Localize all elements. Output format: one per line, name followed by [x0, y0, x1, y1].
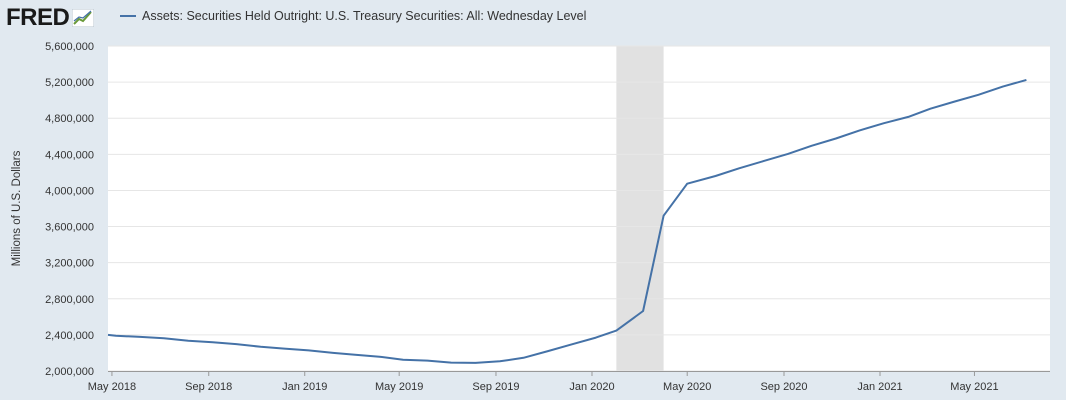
y-tick-label: 2,000,000: [45, 366, 94, 378]
y-tick-label: 3,600,000: [45, 222, 94, 234]
y-tick-label: 2,800,000: [45, 294, 94, 306]
x-tick-label: Sep 2018: [185, 381, 232, 393]
legend-label: Assets: Securities Held Outright: U.S. T…: [142, 9, 587, 23]
fred-logo[interactable]: FRED: [6, 4, 95, 32]
y-tick-label: 5,600,000: [45, 41, 94, 53]
x-tick-label: May 2019: [375, 381, 423, 393]
y-tick-label: 4,400,000: [45, 149, 94, 161]
series-line: [107, 78, 1027, 364]
legend-swatch: [120, 15, 136, 17]
x-tick-label: May 2020: [663, 381, 711, 393]
y-tick-label: 3,200,000: [45, 258, 94, 270]
y-tick-label: 2,400,000: [45, 330, 94, 342]
x-tick-label: Jan 2019: [282, 381, 327, 393]
x-tick-label: May 2018: [88, 381, 136, 393]
y-tick-label: 5,200,000: [45, 77, 94, 89]
chart-line-icon: [72, 9, 95, 27]
x-tick-label: May 2021: [950, 381, 998, 393]
y-axis-title: Millions of U.S. Dollars: [11, 150, 23, 266]
x-tick-label: Jan 2021: [857, 381, 902, 393]
plot-area: [108, 46, 1050, 371]
recession-shading: [616, 46, 664, 371]
y-tick-label: 4,800,000: [45, 113, 94, 125]
x-tick-label: Jan 2020: [569, 381, 614, 393]
logo-text: FRED: [6, 4, 70, 31]
x-tick-label: Sep 2020: [760, 381, 807, 393]
y-tick-label: 4,000,000: [45, 185, 94, 197]
chart-legend: Assets: Securities Held Outright: U.S. T…: [120, 9, 586, 23]
x-tick-label: Sep 2019: [472, 381, 519, 393]
